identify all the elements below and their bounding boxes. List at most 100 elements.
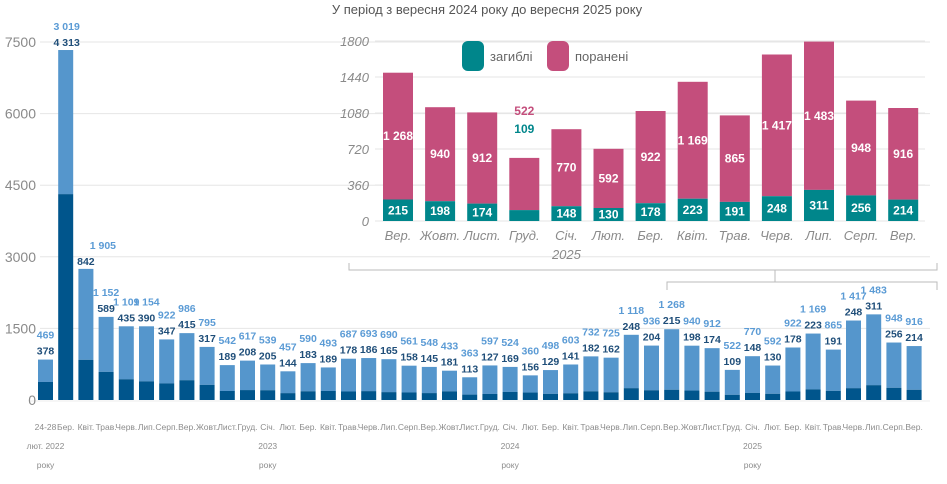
main-year-label: лют. 2022 <box>27 441 65 451</box>
bar-killed <box>341 391 356 400</box>
bar-killed <box>280 393 296 400</box>
label-killed: 189 <box>320 353 338 365</box>
label-wounded: 1 118 <box>618 305 644 317</box>
bar-wounded <box>159 339 175 384</box>
label-killed: 589 <box>97 303 115 315</box>
inset-bar-killed <box>635 203 666 221</box>
main-x-tick-label: Бер. <box>542 422 559 432</box>
inset-y-tick-label: 0 <box>362 214 370 229</box>
label-wounded: 3 019 <box>54 21 80 33</box>
bar-killed <box>462 394 478 400</box>
label-wounded: 603 <box>562 334 580 346</box>
main-year-label: року <box>259 460 277 470</box>
main-x-tick-label: Вер. <box>178 422 196 432</box>
label-killed: 256 <box>885 329 903 341</box>
bar-killed <box>401 392 417 400</box>
label-killed: 129 <box>542 356 560 368</box>
inset-label-killed: 311 <box>809 198 829 212</box>
main-x-tick-label: Січ. <box>503 422 518 432</box>
label-killed: 189 <box>219 351 237 363</box>
main-x-tick-label: Трав. <box>96 422 117 432</box>
inset-label-killed: 109 <box>514 122 534 136</box>
label-wounded: 457 <box>279 341 297 353</box>
label-wounded: 1 169 <box>800 304 826 316</box>
bar-wounded <box>745 356 760 393</box>
bar-killed <box>583 391 599 400</box>
label-killed: 378 <box>37 346 55 358</box>
label-wounded: 732 <box>582 326 600 338</box>
bar-killed <box>260 390 276 400</box>
bar-wounded <box>644 345 659 391</box>
label-killed: 435 <box>118 312 136 324</box>
label-killed: 156 <box>522 361 540 373</box>
bar-killed <box>644 390 659 400</box>
inset-bar-wounded <box>551 129 582 207</box>
label-killed: 205 <box>259 350 277 362</box>
label-wounded: 360 <box>522 345 540 357</box>
inset-bar-wounded <box>719 115 750 202</box>
bar-wounded <box>704 348 720 392</box>
inset-label-killed: 198 <box>430 204 450 218</box>
label-wounded: 936 <box>643 316 661 328</box>
bar-killed <box>320 390 336 400</box>
bar-killed <box>684 390 700 400</box>
label-wounded: 940 <box>683 316 701 328</box>
label-wounded: 1 109 <box>113 296 139 308</box>
main-x-tick-label: Серп. <box>398 422 421 432</box>
legend-swatch-killed <box>462 41 484 71</box>
main-x-tick-label: Лип. <box>623 422 640 432</box>
bar-wounded <box>502 366 518 392</box>
bar-killed <box>240 390 255 400</box>
inset-label-wounded: 912 <box>472 151 492 165</box>
inset-label-killed: 174 <box>472 205 492 219</box>
main-x-tick-label: Жовт. <box>681 422 703 432</box>
inset-label-killed: 223 <box>683 203 703 217</box>
bar-wounded <box>280 371 296 394</box>
inset-x-tick-label: Вер. <box>890 228 917 243</box>
inset-label-wounded: 770 <box>556 161 576 175</box>
label-wounded: 539 <box>259 334 277 346</box>
inset-bracket <box>348 263 938 290</box>
bar-wounded <box>381 359 397 393</box>
label-wounded: 522 <box>724 340 742 352</box>
label-killed: 390 <box>138 312 156 324</box>
main-year-label: 2024 <box>501 441 520 451</box>
inset-label-wounded: 865 <box>725 152 745 166</box>
bar-killed <box>785 391 801 400</box>
bar-wounded <box>118 326 134 380</box>
inset-x-tick-label: Трав. <box>719 228 751 243</box>
bar-killed <box>159 383 175 400</box>
bar-wounded <box>260 364 276 391</box>
inset-label-killed: 178 <box>641 205 661 219</box>
label-killed: 317 <box>198 333 216 345</box>
bar-killed <box>442 391 457 400</box>
bar-killed <box>563 393 579 400</box>
inset-bar-killed <box>383 199 413 221</box>
main-x-tick-label: Лют. <box>522 422 539 432</box>
bar-killed <box>623 388 639 400</box>
label-wounded: 795 <box>198 317 216 329</box>
main-bars <box>38 50 922 400</box>
label-killed: 162 <box>602 344 620 356</box>
label-wounded: 770 <box>744 326 762 338</box>
bar-killed <box>78 359 94 400</box>
label-wounded: 469 <box>37 330 55 342</box>
label-killed: 183 <box>299 349 317 361</box>
bar-wounded <box>563 364 579 394</box>
main-x-tick-label: Жовт. <box>196 422 218 432</box>
main-x-tick-label: Груд. <box>480 422 500 432</box>
main-y-axis: 0 1500 3000 4500 6000 7500 <box>5 34 36 408</box>
main-year-label: 2025 <box>743 441 762 451</box>
inset-label-wounded: 1 268 <box>383 129 413 143</box>
inset-value-labels: 215 1 268 198 940 174 912 522 109 148 770 130 592 17… <box>383 104 914 222</box>
inset-label-killed: 148 <box>556 207 576 221</box>
inset-bar-wounded <box>509 157 540 211</box>
main-x-tick-label: Лист. <box>217 422 237 432</box>
label-killed: 144 <box>279 357 297 369</box>
main-x-tick-label: Серп. <box>883 422 906 432</box>
bar-killed <box>58 194 74 400</box>
inset-year-label: 2025 <box>551 247 582 262</box>
inset-label-killed: 191 <box>725 204 745 218</box>
label-killed: 198 <box>683 332 701 344</box>
main-x-tick-label: Трав. <box>823 422 844 432</box>
